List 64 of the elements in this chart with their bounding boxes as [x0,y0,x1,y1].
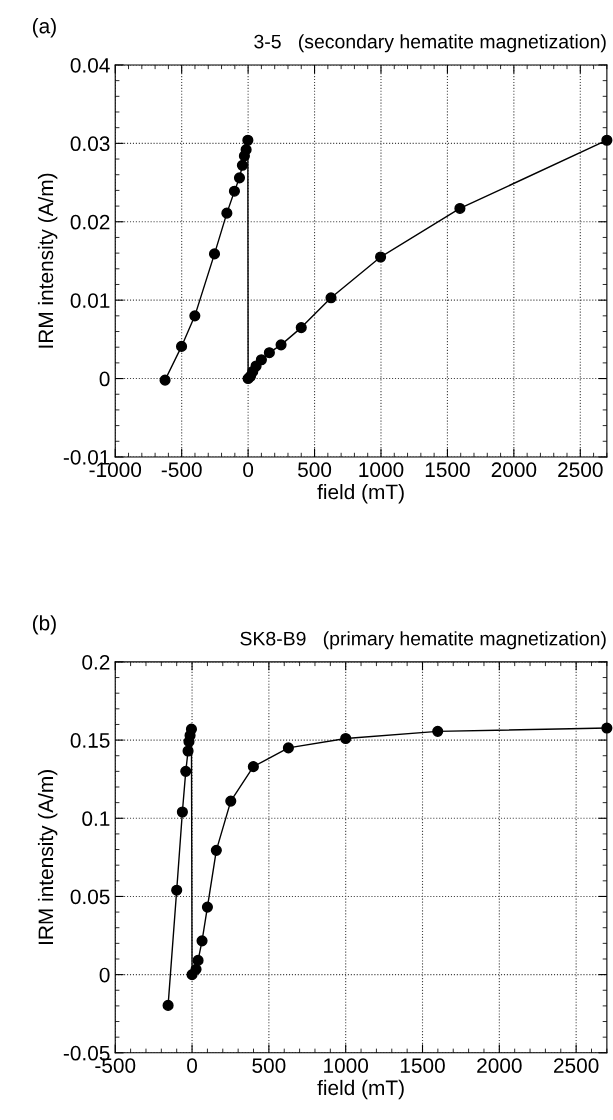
point [601,722,613,734]
x-tick-label: 2500 [554,1058,599,1073]
point [233,172,246,184]
x-tick-label: 2000 [477,1058,522,1073]
point [185,723,198,735]
y-axis-title: IRM intensity (A/m) [37,770,58,944]
x-axis-title: field (mT) [317,484,404,504]
x-tick-label: 0 [243,462,254,478]
y-tick-label: 0.2 [82,654,110,670]
text: (a) [32,18,56,38]
point [162,999,174,1011]
point [196,935,208,947]
point [228,185,240,197]
point [201,901,213,913]
x-axis-title: field (mT) [317,1079,404,1100]
x-tick-label: 1000 [324,1058,369,1073]
x-tick-label: 0 [187,1058,198,1073]
x-tick-label: 1500 [400,1058,445,1073]
point [189,310,201,322]
point [247,761,259,773]
point [171,884,183,896]
y-tick-label: 0 [99,371,110,387]
point [282,742,294,754]
chart-title: SK8-B9 (primary hematite magnetization) [240,631,606,650]
y-tick-label: 0.04 [70,57,110,73]
y-tick-label: 0.15 [70,733,110,748]
point [255,354,267,366]
x-tick-label: 2000 [491,462,537,478]
point [175,340,188,352]
y-tick-label: 0.03 [70,136,110,152]
y-tick-label: 0.1 [82,811,110,827]
point [221,207,233,219]
x-tick-label: 1000 [359,462,404,478]
text: (b) [32,615,56,635]
point [176,806,188,818]
point [225,795,237,807]
x-tick-label: 500 [298,462,332,478]
point [340,732,352,745]
point [182,745,194,757]
point [180,765,192,777]
x-tick-label: 1500 [425,462,470,478]
y-tick-label: 0.05 [70,889,110,905]
point [263,347,275,359]
chart-title: 3-5 (secondary hematite magnetization) [254,34,606,53]
point [192,954,204,966]
point [325,292,337,304]
y-tick-label: 0.02 [70,214,110,230]
x-tick-label: 2500 [558,462,603,478]
point [236,159,248,171]
point [375,251,387,263]
point [208,248,221,260]
point [432,725,444,737]
point [601,134,613,146]
y-tick-label: 0.01 [70,293,110,308]
x-tick-label: -500 [161,462,202,478]
point [295,322,307,334]
point [242,134,254,146]
point [159,374,171,386]
y-tick-label: 0 [99,967,110,983]
point [275,339,287,351]
y-axis-title: IRM intensity (A/m) [37,173,58,348]
x-tick-label: 500 [252,1058,286,1073]
point [454,202,466,214]
point [210,844,222,856]
